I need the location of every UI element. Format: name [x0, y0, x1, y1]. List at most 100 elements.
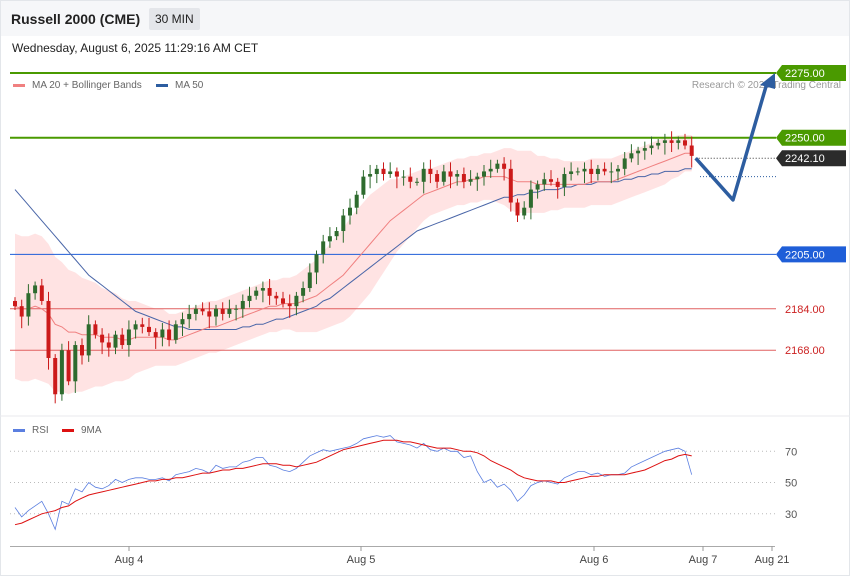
candle-body [602, 168, 607, 172]
candle-body [59, 350, 64, 395]
candle-body [361, 176, 366, 195]
candle-body [86, 324, 91, 356]
candle-body [100, 334, 105, 343]
candle-body [53, 357, 58, 395]
rsi-legend-label: RSI [32, 425, 49, 436]
candle-body [609, 171, 614, 173]
x-tick-label: Aug 6 [580, 554, 609, 566]
candle-body [93, 324, 98, 335]
candle-body [140, 324, 145, 327]
candle-body [66, 350, 71, 382]
rsi-swatch [13, 429, 25, 432]
candle-body [120, 334, 125, 346]
candle-body [254, 290, 259, 296]
candle-body [649, 145, 654, 149]
candle-body [401, 176, 406, 178]
candle-body [13, 300, 17, 307]
price-legend-ma50: MA 50 [156, 80, 203, 91]
level-tag-resistance [776, 129, 846, 146]
candle-body [636, 150, 641, 154]
candle-body [207, 311, 212, 317]
candle-body [549, 179, 553, 182]
candle-body [321, 241, 326, 255]
level-tag-pivot [776, 246, 846, 263]
candle-body [502, 163, 507, 169]
level-label-support: 2168.00 [785, 345, 825, 357]
candle-body [46, 300, 51, 358]
candle-body [622, 158, 627, 169]
level-label-current: 2242.10 [785, 153, 825, 165]
candle-body [314, 254, 319, 273]
candle-body [562, 174, 567, 187]
candle-body [582, 168, 587, 172]
candle-body [240, 300, 245, 309]
level-label-pivot: 2205.00 [785, 249, 825, 261]
candle-body [415, 181, 419, 183]
candle-body [133, 324, 138, 330]
level-label-resistance: 2250.00 [785, 133, 825, 145]
candle-body [281, 298, 285, 304]
candle-body [180, 319, 185, 325]
candle-body [428, 168, 433, 175]
candle-body [482, 171, 486, 177]
candle-body [26, 293, 31, 317]
candle-body [173, 324, 178, 340]
level-label-support: 2184.00 [785, 304, 825, 316]
candle-body [575, 171, 580, 173]
candle-body [39, 285, 44, 301]
candle-body [408, 176, 413, 182]
candle-body [167, 329, 172, 340]
candle-body [126, 329, 131, 346]
candle-body [589, 168, 594, 175]
candle-body [488, 168, 493, 172]
candle-body [214, 308, 218, 317]
x-tick-label: Aug 7 [689, 554, 718, 566]
candle-body [495, 163, 500, 169]
x-tick-label: Aug 4 [115, 554, 144, 566]
candle-body [287, 303, 292, 307]
candle-body [435, 174, 440, 182]
candle-body [113, 334, 118, 348]
rsi-ma-line [14, 439, 692, 526]
candle-body [542, 179, 547, 185]
timeframe-button[interactable]: 30 MIN [149, 8, 200, 30]
candle-body [421, 168, 426, 182]
candle-body [234, 308, 239, 310]
candle-body [475, 176, 480, 180]
candle-body [33, 285, 38, 294]
price-legend-ma20: MA 20 + Bollinger Bands [13, 80, 142, 91]
candle-body [448, 171, 453, 177]
candle-body [327, 236, 332, 242]
candle-body [616, 168, 620, 172]
ma20-swatch [13, 84, 25, 87]
ma50-legend-label: MA 50 [175, 80, 204, 91]
candle-body [468, 179, 473, 182]
candle-body [595, 168, 600, 175]
candle-body [260, 288, 265, 291]
candle-body [381, 168, 386, 175]
candle-body [522, 207, 527, 216]
rsi-line [14, 435, 693, 531]
candle-body [461, 174, 466, 182]
candle-body [683, 140, 687, 146]
candle-body [160, 329, 165, 338]
candle-body [348, 207, 352, 216]
level-tag-resistance [776, 64, 846, 81]
candle-body [19, 306, 24, 317]
rsi-ma-legend: 9MA [62, 425, 102, 436]
timestamp: Wednesday, August 6, 2025 11:29:16 AM CE… [12, 41, 259, 55]
rsi-ma-legend-label: 9MA [81, 425, 102, 436]
rsi-tick-label: 70 [785, 446, 797, 458]
ma20-legend-label: MA 20 + Bollinger Bands [32, 80, 142, 91]
candle-body [528, 189, 533, 208]
candle-body [193, 308, 198, 314]
candle-body [662, 140, 667, 143]
candle-body [374, 168, 379, 175]
level-tag-current [776, 150, 846, 167]
candle-body [629, 153, 634, 159]
ma50-swatch [156, 84, 168, 87]
candles [13, 131, 694, 404]
candle-body [535, 184, 540, 190]
candle-body [73, 345, 78, 382]
